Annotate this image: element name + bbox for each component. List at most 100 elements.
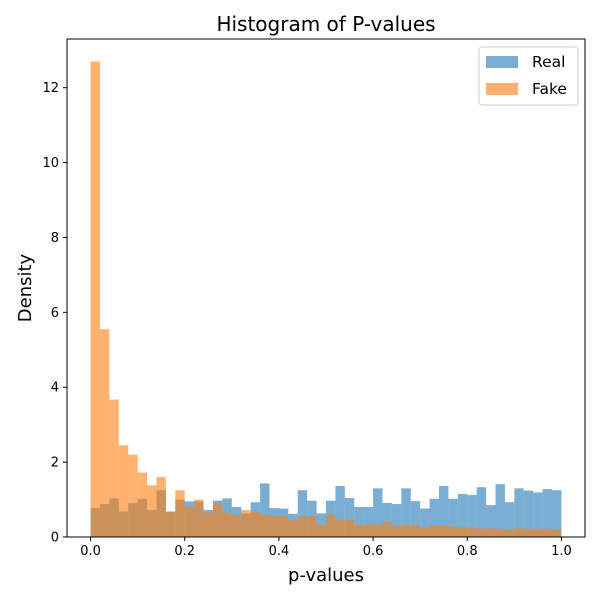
real-bar [448,498,458,537]
real-bar [260,483,270,537]
fake-bar [288,520,298,537]
fake-bar [175,490,185,537]
real-bar [354,507,364,537]
fake-bar [109,399,119,537]
fake-bar [476,528,487,537]
fake-bar [533,528,543,537]
fake-bar [420,527,430,537]
fake-bar [363,524,374,537]
fake-bar [354,525,364,537]
real-bar [542,489,553,537]
y-tick-label: 4 [51,381,59,396]
fake-bar [504,529,515,537]
real-bar [429,498,440,537]
y-axis-ticks: 0 2 4 6 8 10 12 [42,81,67,546]
y-tick-label: 6 [51,306,59,321]
y-axis-label: Density [15,253,36,322]
fake-bar [495,528,505,537]
y-tick-label: 8 [51,231,59,246]
real-bar [523,490,534,537]
legend: Real Fake [478,46,579,106]
fake-bar [542,528,553,537]
fake-bar [147,485,157,537]
x-tick-label: 1.0 [551,544,572,559]
y-tick-label: 12 [42,81,59,96]
real-bar [401,488,411,537]
real-bar [514,488,524,537]
legend-real-label: Real [532,53,565,71]
real-bar [344,498,355,537]
fake-bar [278,516,289,537]
chart-title: Histogram of P-values [216,12,435,36]
real-bar [476,487,487,537]
x-tick-label: 0.0 [80,544,101,559]
fake-bar [382,522,392,537]
fake-bar [486,528,496,537]
fake-bar [316,525,326,537]
fake-bar [344,519,355,537]
real-bar [391,504,402,537]
fake-bar [231,515,242,537]
fake-bar [222,512,232,537]
legend-fake-label: Fake [532,80,567,98]
fake-bar [241,510,251,537]
fake-bar [128,454,138,537]
fake-bar [552,529,562,537]
fake-bar [523,528,534,537]
x-axis-label: p-values [288,565,364,586]
legend-real-swatch [486,56,518,68]
fake-bar [212,503,223,537]
real-bar [486,505,496,537]
real-bar [335,486,345,537]
fake-bar [269,516,279,537]
fake-bar [118,445,129,537]
fake-bar [156,477,166,537]
fake-bar [307,516,317,537]
fake-bar [194,499,204,537]
real-bar [382,502,392,537]
real-bar [495,484,505,537]
x-tick-label: 0.4 [269,544,290,559]
fake-bar [203,512,213,537]
fake-bar [401,525,411,537]
fake-bar [184,507,195,537]
x-tick-label: 0.8 [457,544,478,559]
fake-bar [429,525,440,537]
fake-bar [467,527,477,537]
real-bar [552,490,562,537]
y-tick-label: 10 [42,156,59,171]
fake-series [90,61,562,538]
real-bar [373,488,383,537]
fake-bar [137,472,148,537]
legend-fake-swatch [486,83,518,95]
real-bar [467,495,477,537]
fake-bar [99,329,110,537]
fake-bar [448,526,458,537]
plot-frame [66,38,586,538]
fake-bar [391,525,402,537]
x-tick-label: 0.6 [363,544,384,559]
fake-bar [335,519,345,537]
real-bar [439,486,449,537]
real-bar [457,493,468,537]
fake-bar [260,514,270,537]
y-tick-label: 0 [51,531,59,546]
y-tick-label: 2 [51,456,59,471]
fake-bar [410,525,421,537]
fake-bar [373,524,383,537]
x-axis-ticks: 0.0 0.2 0.4 0.6 0.8 1.0 [80,537,572,559]
fake-bar [297,516,308,537]
fake-bar [165,511,176,537]
fake-bar [326,515,336,537]
real-bar [410,501,421,537]
fake-bar [250,511,261,537]
fake-bar [514,528,524,537]
fake-bar [439,525,449,537]
real-bar [504,502,515,537]
x-tick-label: 0.2 [174,544,195,559]
fake-bar [457,527,468,537]
real-bar [420,508,430,537]
real-bar [533,492,543,537]
fake-bar [90,61,100,538]
